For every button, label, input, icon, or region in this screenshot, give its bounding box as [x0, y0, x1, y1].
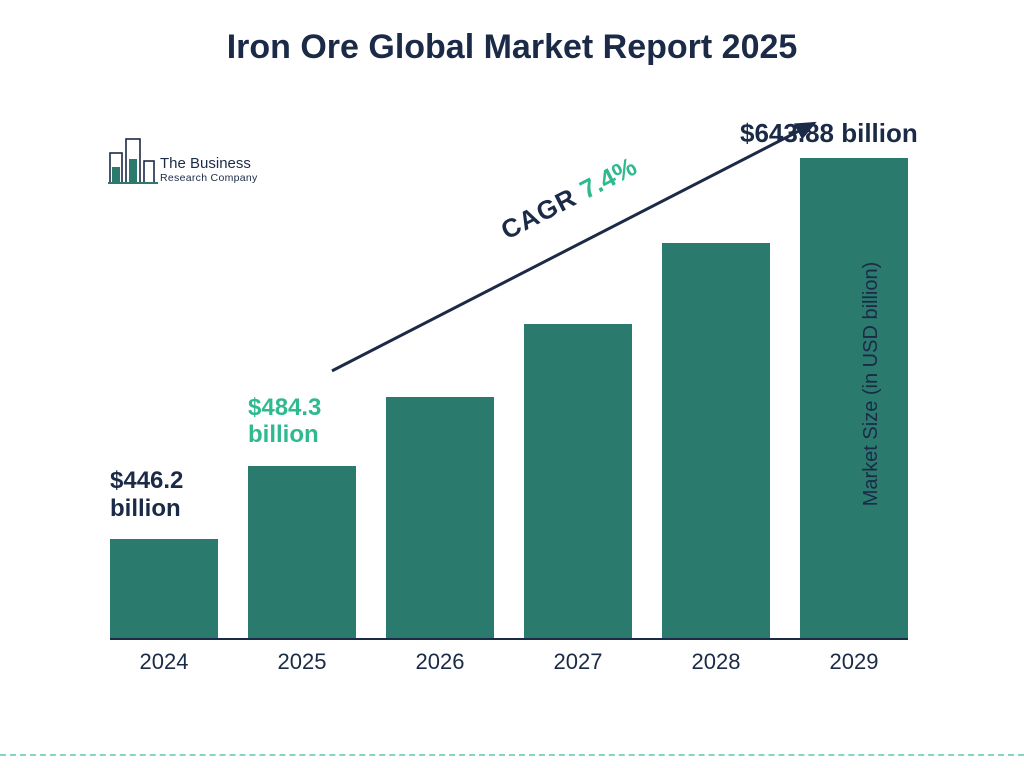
bar	[248, 466, 356, 638]
bar	[662, 243, 770, 638]
chart-title: Iron Ore Global Market Report 2025	[0, 28, 1024, 67]
bar	[524, 324, 632, 638]
chart-area: 202420252026202720282029 CAGR 7.4% $643.…	[110, 120, 930, 680]
x-label: 2028	[662, 649, 770, 675]
x-label: 2026	[386, 649, 494, 675]
x-label: 2024	[110, 649, 218, 675]
value-label: $484.3billion	[248, 394, 321, 449]
value-label: $446.2billion	[110, 467, 183, 522]
bar	[110, 539, 218, 638]
y-axis-title: Market Size (in USD billion)	[860, 262, 883, 507]
chart-container: Iron Ore Global Market Report 2025 The B…	[0, 0, 1024, 768]
x-label: 2025	[248, 649, 356, 675]
top-value-label: $643.88 billion	[740, 118, 918, 149]
x-label: 2029	[800, 649, 908, 675]
dashed-divider	[0, 754, 1024, 756]
x-axis	[110, 638, 908, 640]
x-label: 2027	[524, 649, 632, 675]
bar	[386, 397, 494, 638]
bar	[800, 158, 908, 638]
